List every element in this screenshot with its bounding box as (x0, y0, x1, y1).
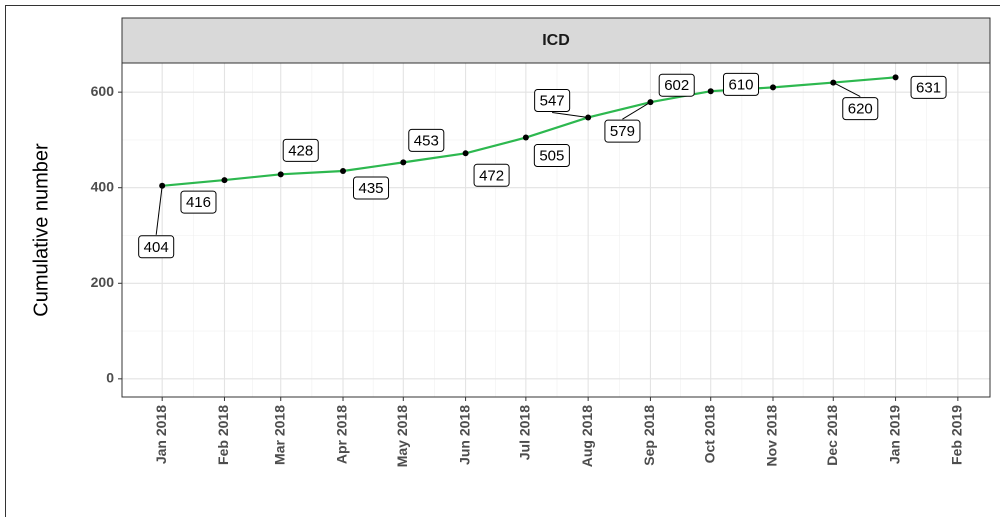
point (522, 134, 529, 141)
data-label: 453 (414, 132, 439, 149)
point (892, 74, 899, 81)
x-tick-label: Jan 2019 (886, 405, 902, 464)
strip-title: ICD (542, 32, 570, 49)
frame (5, 5, 1000, 517)
point (277, 171, 284, 178)
point (340, 167, 347, 174)
strip (121, 17, 991, 64)
x-tick-label: Feb 2019 (949, 405, 965, 465)
x-tick-label: Oct 2018 (701, 405, 717, 464)
x-tick-label: Jul 2018 (517, 405, 533, 460)
data-label: 428 (288, 142, 313, 159)
label-leader (552, 111, 589, 118)
x-tick-label: Mar 2018 (271, 405, 287, 465)
x-tick-label: Aug 2018 (579, 405, 595, 467)
label-box (910, 75, 947, 99)
data-label: 631 (916, 79, 941, 96)
y-tick-label: 400 (91, 178, 115, 194)
label-box (353, 176, 390, 200)
y-tick-label: 0 (106, 370, 114, 386)
x-tick-label: May 2018 (394, 405, 410, 467)
label-box (180, 190, 217, 214)
label-box (533, 144, 570, 168)
data-label: 610 (728, 76, 753, 93)
y-tick-label: 200 (91, 274, 115, 290)
x-tick-label: Sep 2018 (641, 405, 657, 466)
label-box (282, 138, 319, 162)
label-box (534, 88, 571, 112)
x-tick-label: Jan 2018 (153, 405, 169, 464)
data-label: 579 (610, 123, 635, 140)
point (462, 150, 469, 157)
data-label: 602 (664, 77, 689, 94)
data-label: 416 (186, 194, 211, 211)
point (707, 88, 714, 95)
label-box (722, 72, 760, 96)
label-box (604, 119, 641, 143)
x-tick-label: Nov 2018 (764, 405, 780, 467)
x-tick-label: Jun 2018 (456, 405, 472, 465)
y-axis-label: Cumulative number (30, 143, 52, 317)
x-tick-label: Feb 2018 (215, 405, 231, 465)
data-label: 505 (539, 148, 564, 165)
label-leader (833, 82, 861, 98)
point (221, 177, 228, 184)
label-box (842, 97, 879, 121)
label-box (658, 73, 695, 97)
x-tick-label: Apr 2018 (334, 405, 350, 464)
point (770, 84, 776, 91)
data-label: 404 (144, 239, 169, 256)
data-label: 472 (479, 167, 504, 184)
point (400, 159, 407, 166)
y-tick-label: 600 (91, 83, 115, 99)
label-leader (622, 101, 651, 120)
label-box (473, 163, 510, 187)
panel (121, 62, 991, 398)
label-leader (155, 185, 163, 235)
data-label: 435 (359, 180, 384, 197)
data-label: 547 (540, 92, 565, 109)
label-box (408, 128, 445, 152)
label-box (138, 235, 175, 259)
data-label: 620 (848, 101, 873, 118)
x-tick-label: Dec 2018 (824, 405, 840, 466)
